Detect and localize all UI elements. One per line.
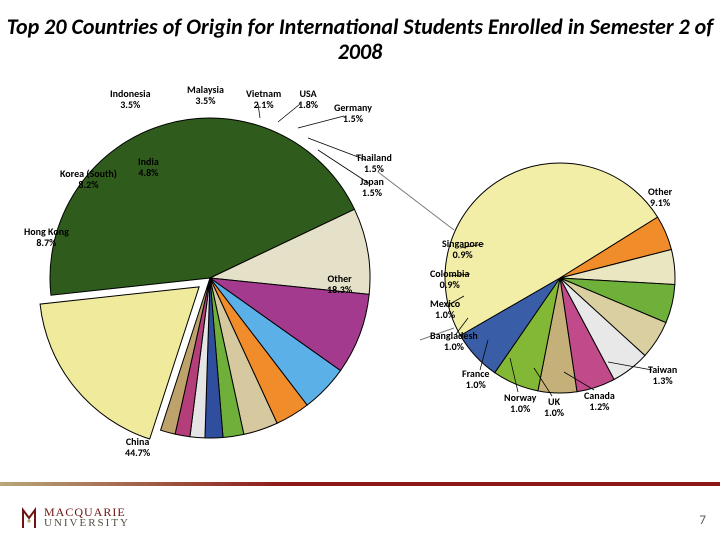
logo-univ: UNIVERSITY xyxy=(44,518,130,529)
slice-label: Other18.3% xyxy=(327,273,352,295)
slice-label: Bangladesh1.0% xyxy=(430,330,478,352)
logo-name: MACQUARIE xyxy=(44,506,130,518)
slice-label: Japan1.5% xyxy=(360,176,384,198)
connector-line xyxy=(378,172,454,230)
slice-label: Canada1.2% xyxy=(584,390,615,412)
slice-label: Mexico1.0% xyxy=(430,298,460,320)
slice-label: Vietnam2.1% xyxy=(246,88,281,110)
slice-label: Thailand1.5% xyxy=(356,152,392,174)
slice-label: Germany1.5% xyxy=(334,102,372,124)
slide: Top 20 Countries of Origin for Internati… xyxy=(0,0,720,540)
slice-label: Korea (South)8.2% xyxy=(60,168,117,190)
slice-label: France1.0% xyxy=(462,368,489,390)
page-number: 7 xyxy=(699,513,706,528)
leader-line xyxy=(278,104,300,122)
slice-label: Taiwan1.3% xyxy=(648,364,677,386)
slice-label: UK1.0% xyxy=(544,396,564,418)
slice-label: China44.7% xyxy=(125,436,150,458)
slice-label: Singapore0.9% xyxy=(442,238,483,260)
slice-label: Colombia0.9% xyxy=(430,268,469,290)
slice-label: Malaysia3.5% xyxy=(187,84,224,106)
pie-chart-pair: Other18.3% China44.7% Hong Kong8.7% Korea (… xyxy=(0,78,720,468)
logo: MACQUARIE UNIVERSITY xyxy=(20,504,130,530)
slice-label: Other9.1% xyxy=(648,186,672,208)
footer-rule xyxy=(0,482,720,486)
page-title: Top 20 Countries of Origin for Internati… xyxy=(0,14,720,65)
slice-label: Hong Kong8.7% xyxy=(24,226,69,248)
slice-label: Indonesia3.5% xyxy=(110,88,151,110)
logo-mark-icon xyxy=(20,504,38,530)
slice-label: USA1.8% xyxy=(298,88,318,110)
slice-label: Norway1.0% xyxy=(504,392,536,414)
slice-label: India4.8% xyxy=(138,156,159,178)
